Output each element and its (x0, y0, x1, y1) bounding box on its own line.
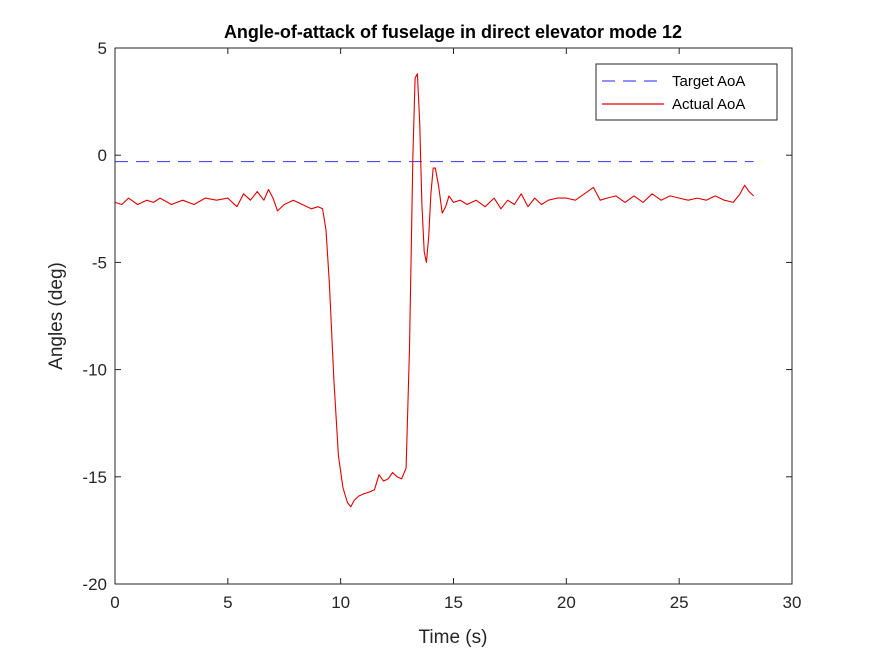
y-tick-label: -10 (82, 361, 107, 380)
legend-label-actual-aoa: Actual AoA (672, 96, 745, 113)
legend-label-target-aoa: Target AoA (672, 73, 745, 90)
x-tick-label: 20 (557, 593, 576, 612)
y-tick-label: -15 (82, 468, 107, 487)
x-tick-label: 25 (670, 593, 689, 612)
y-tick-label: 0 (98, 146, 107, 165)
y-axis-label: Angles (deg) (46, 262, 67, 370)
y-tick-label: -5 (92, 253, 107, 272)
x-tick-label: 15 (444, 593, 463, 612)
legend: Target AoA Actual AoA (595, 63, 778, 121)
legend-box (595, 63, 778, 121)
series-layer (114, 73, 754, 508)
x-tick-label: 10 (331, 593, 350, 612)
plot-area (115, 48, 792, 584)
x-tick-label: 0 (110, 593, 119, 612)
y-tick-label: 5 (98, 39, 107, 58)
chart-title: Angle-of-attack of fuselage in direct el… (224, 22, 682, 42)
series-line-actual-aoa (114, 73, 754, 508)
x-axis-label: Time (s) (419, 627, 488, 648)
x-tick-label: 30 (783, 593, 802, 612)
x-tick-label: 5 (223, 593, 232, 612)
y-tick-label: -20 (82, 575, 107, 594)
ticks-layer: 0 5 10 15 20 25 30 5 0 -5 -10 -15 -20 (82, 39, 801, 612)
